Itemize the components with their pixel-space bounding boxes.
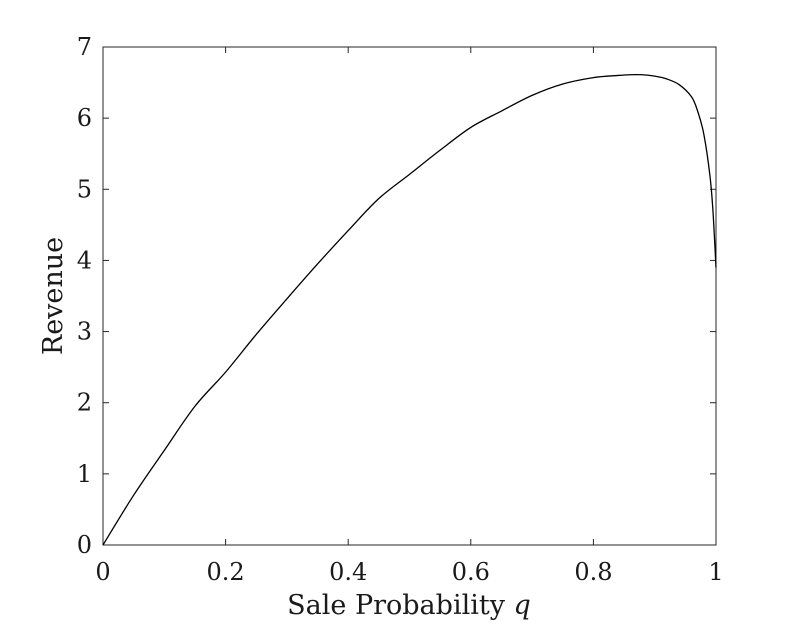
x-tick-label: 0: [95, 558, 110, 586]
y-axis-label: Revenue: [38, 237, 69, 355]
x-tick-label: 0.4: [329, 558, 367, 586]
x-axis-label: Sale Probability q: [287, 590, 531, 621]
series-line: [102, 73, 717, 546]
x-tick-label: 0.8: [574, 558, 612, 586]
y-tick-label: 7: [77, 33, 92, 61]
y-tick-label: 6: [77, 104, 92, 132]
x-tick-label: 1: [708, 558, 723, 586]
y-tick-label: 5: [77, 175, 92, 203]
plot-frame: [102, 46, 717, 546]
y-tick-label: 1: [77, 460, 92, 488]
x-axis-ticks: 0 0.2 0.4 0.6 0.8 1: [95, 47, 724, 586]
y-tick-label: 2: [77, 389, 92, 417]
x-tick-label: 0.2: [207, 558, 245, 586]
y-axis-ticks: 0 1 2 3 4 5 6 7: [77, 33, 716, 559]
y-tick-label: 0: [77, 531, 92, 559]
x-tick-label: 0.6: [452, 558, 490, 586]
y-tick-label: 3: [77, 318, 92, 346]
y-tick-label: 4: [77, 246, 92, 274]
